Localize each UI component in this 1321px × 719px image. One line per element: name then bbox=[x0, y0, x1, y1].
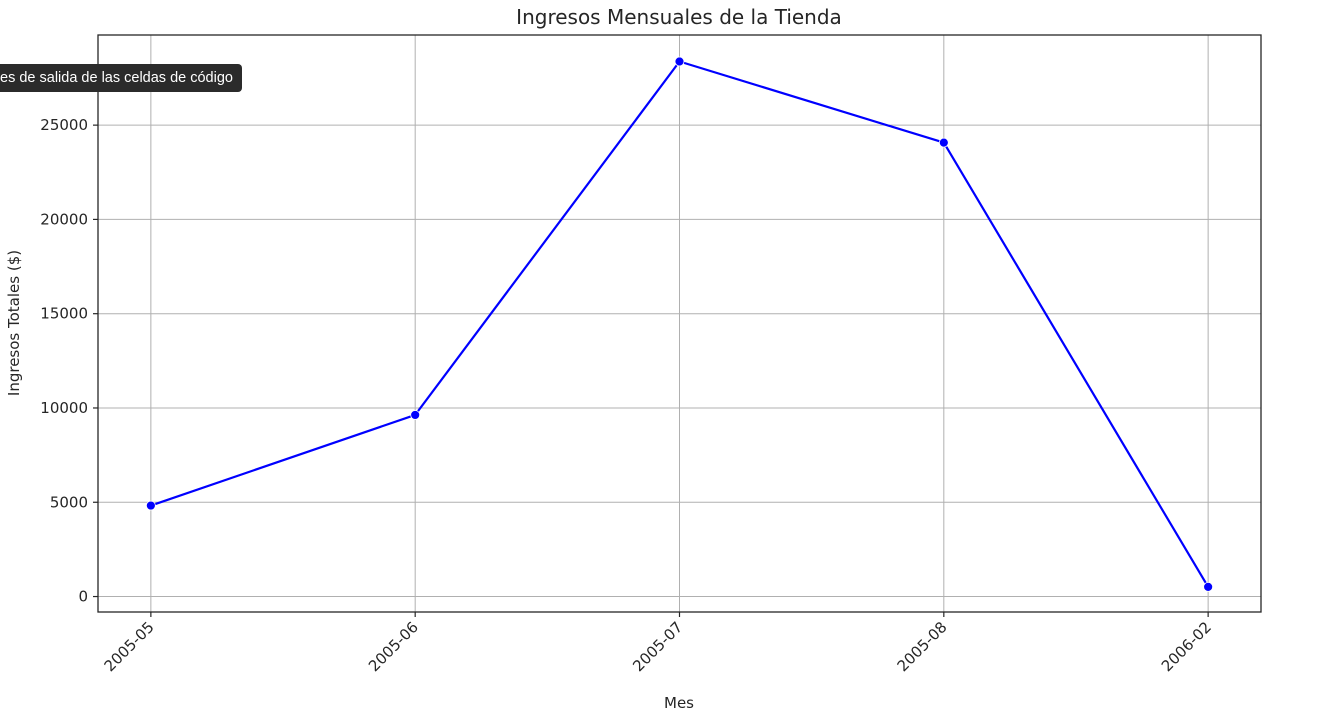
x-tick-label: 2005-06 bbox=[365, 618, 422, 675]
x-tick-label: 2005-08 bbox=[894, 618, 951, 675]
x-axis: 2005-05 2005-06 2005-07 2005-08 2006-02 bbox=[101, 612, 1215, 675]
x-tick-label: 2006-02 bbox=[1158, 618, 1215, 675]
cell-output-tooltip: es de salida de las celdas de código bbox=[0, 64, 242, 92]
x-axis-label: Mes bbox=[664, 694, 694, 712]
series-layer bbox=[145, 56, 1214, 592]
data-point bbox=[145, 500, 156, 511]
data-point bbox=[674, 56, 685, 67]
grid-lines bbox=[98, 35, 1261, 612]
y-axis: 0 5000 10000 15000 20000 25000 bbox=[40, 116, 98, 606]
y-tick-label: 0 bbox=[78, 588, 88, 606]
y-axis-label: Ingresos Totales ($) bbox=[5, 250, 23, 396]
data-point bbox=[938, 137, 949, 148]
y-tick-label: 25000 bbox=[40, 116, 88, 134]
chart-title: Ingresos Mensuales de la Tienda bbox=[516, 5, 842, 29]
data-point bbox=[410, 410, 421, 420]
y-tick-label: 20000 bbox=[40, 210, 88, 228]
y-tick-label: 15000 bbox=[40, 305, 88, 323]
x-tick-label: 2005-05 bbox=[101, 618, 158, 675]
data-point bbox=[1203, 581, 1214, 592]
x-tick-label: 2005-07 bbox=[629, 618, 686, 675]
y-tick-label: 5000 bbox=[50, 493, 88, 511]
y-tick-label: 10000 bbox=[40, 399, 88, 417]
